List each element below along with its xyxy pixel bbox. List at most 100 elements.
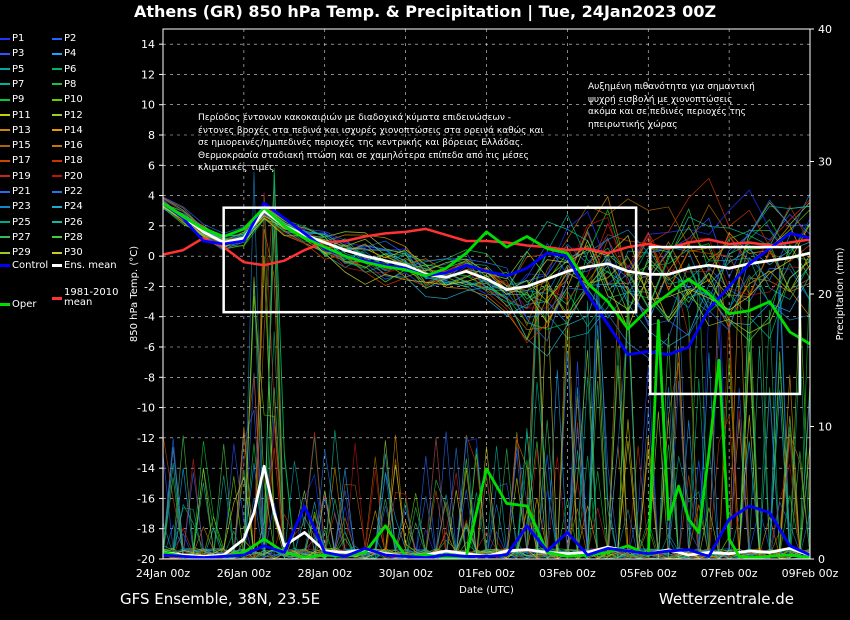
legend-label: P7 xyxy=(12,78,25,90)
legend-label: P3 xyxy=(12,48,25,60)
legend-swatch xyxy=(52,175,62,178)
y2-tick-label: 0 xyxy=(818,553,825,566)
annotation-line: έντονες βροχές στα πεδινά και ισχυρές χι… xyxy=(198,125,544,136)
member-temp-line xyxy=(162,206,811,311)
legend-item: P6 xyxy=(52,64,76,75)
legend-label: Oper xyxy=(12,299,37,310)
legend-label: P30 xyxy=(64,247,83,259)
ensemble-members xyxy=(162,168,811,560)
legend-swatch xyxy=(52,221,62,224)
legend-item: P27 xyxy=(0,232,31,243)
annotation-right: Αυξημένη πιθανότητα για σημαντική ψυχρή … xyxy=(588,81,788,131)
legend-item: P25 xyxy=(0,217,31,228)
y-axis-label: 850 hPa Temp. (°C) xyxy=(129,246,140,342)
y-tick-label: 6 xyxy=(148,159,155,172)
legend-item: P15 xyxy=(0,140,31,151)
legend-item: 1981-2010 mean xyxy=(52,288,124,308)
legend-swatch xyxy=(52,129,62,132)
legend-label: P14 xyxy=(64,124,83,136)
legend-label: P20 xyxy=(64,170,83,182)
legend-item: P12 xyxy=(52,110,83,121)
annotation-line: κλιματικές τιμές xyxy=(198,163,275,173)
legend-item: P3 xyxy=(0,48,24,59)
legend-label: P18 xyxy=(64,155,83,167)
y2-axis-label: Precipitation (mm) xyxy=(835,247,846,340)
legend-label: P23 xyxy=(12,201,31,213)
ens-mean-temp-line xyxy=(162,201,811,291)
legend-swatch xyxy=(0,303,10,306)
legend-swatch xyxy=(52,190,62,193)
member-temp-line xyxy=(162,203,811,330)
legend-swatch xyxy=(52,52,62,55)
legend-label: P5 xyxy=(12,63,25,75)
legend-item: Control xyxy=(0,260,48,271)
legend-swatch xyxy=(0,236,10,239)
legend-swatch xyxy=(0,98,10,101)
y-tick-label: 8 xyxy=(148,129,155,142)
legend-swatch xyxy=(0,251,10,254)
legend-label: P27 xyxy=(12,231,31,243)
y-tick-label: -14 xyxy=(137,462,155,475)
legend-label: P29 xyxy=(12,247,31,259)
y-tick-label: 10 xyxy=(141,99,155,112)
legend-swatch xyxy=(52,159,62,162)
y2-tick-label: 30 xyxy=(818,156,832,169)
annotation-line: Αυξημένη πιθανότητα για σημαντική xyxy=(588,82,755,92)
legend-label: P6 xyxy=(64,63,77,75)
legend-item: P17 xyxy=(0,155,31,166)
legend-item: P14 xyxy=(52,125,83,136)
legend-item: P2 xyxy=(52,33,76,44)
legend-swatch xyxy=(52,114,62,116)
annotation-line: Περίοδος έντονων κακοκαιριών με διαδοχικ… xyxy=(198,113,512,123)
legend-label: P9 xyxy=(12,94,25,106)
oper-precip-line xyxy=(162,319,811,560)
y-tick-label: -16 xyxy=(137,492,155,505)
legend-swatch xyxy=(52,236,62,239)
legend-item: P22 xyxy=(52,186,83,197)
y-tick-label: -6 xyxy=(144,341,155,354)
annotation-line: σε ημιορεινές/ημιπεδινές περιοχές της κε… xyxy=(198,138,524,148)
y-tick-label: -2 xyxy=(144,280,155,293)
legend-item: P26 xyxy=(52,217,83,228)
legend-label: 1981-2010 mean xyxy=(64,287,119,308)
legend-swatch xyxy=(52,296,62,300)
legend-swatch xyxy=(0,37,10,40)
legend-swatch xyxy=(0,68,10,71)
highlight-boxes xyxy=(222,206,802,396)
axes: -20-18-16-14-12-10-8-6-4-202468101214010… xyxy=(129,23,846,596)
y-tick-label: 12 xyxy=(141,68,155,81)
model-info: GFS Ensemble, 38N, 23.5E xyxy=(120,590,321,608)
oper-temp-line xyxy=(162,201,811,346)
legend-item: P4 xyxy=(52,48,76,59)
legend-swatch xyxy=(0,159,10,162)
chart-title: Athens (GR) 850 hPa Temp. & Precipitatio… xyxy=(133,2,717,21)
legend-label: P15 xyxy=(12,140,31,152)
legend-label: Ens. mean xyxy=(64,260,117,271)
legend-label: P11 xyxy=(12,109,31,121)
x-tick-label: 26Jan 00z xyxy=(217,567,271,580)
legend-label: P19 xyxy=(12,170,31,182)
legend-item: P28 xyxy=(52,232,83,243)
legend-swatch xyxy=(0,264,10,267)
legend-swatch xyxy=(0,190,10,193)
legend-item: P7 xyxy=(0,79,24,90)
legend-swatch xyxy=(52,83,62,86)
legend-label: P17 xyxy=(12,155,31,167)
y-tick-label: 0 xyxy=(148,250,155,263)
member-precip-line xyxy=(162,306,811,560)
legend-swatch xyxy=(52,98,62,101)
legend-label: P8 xyxy=(64,78,77,90)
source-credit: Wetterzentrale.de xyxy=(658,590,794,608)
1981-2010-mean-temp-line xyxy=(162,227,811,267)
legend-swatch xyxy=(0,114,10,116)
y2-tick-label: 10 xyxy=(818,421,832,434)
legend-label: P25 xyxy=(12,216,31,228)
legend-item: P16 xyxy=(52,140,83,151)
legend-label: P2 xyxy=(64,33,77,44)
legend-item: P11 xyxy=(0,110,31,121)
legend-label: P4 xyxy=(64,48,77,60)
legend-swatch xyxy=(52,264,62,267)
member-precip-line xyxy=(162,283,811,560)
member-temp-line xyxy=(162,207,811,342)
y-tick-label: -12 xyxy=(137,432,155,445)
